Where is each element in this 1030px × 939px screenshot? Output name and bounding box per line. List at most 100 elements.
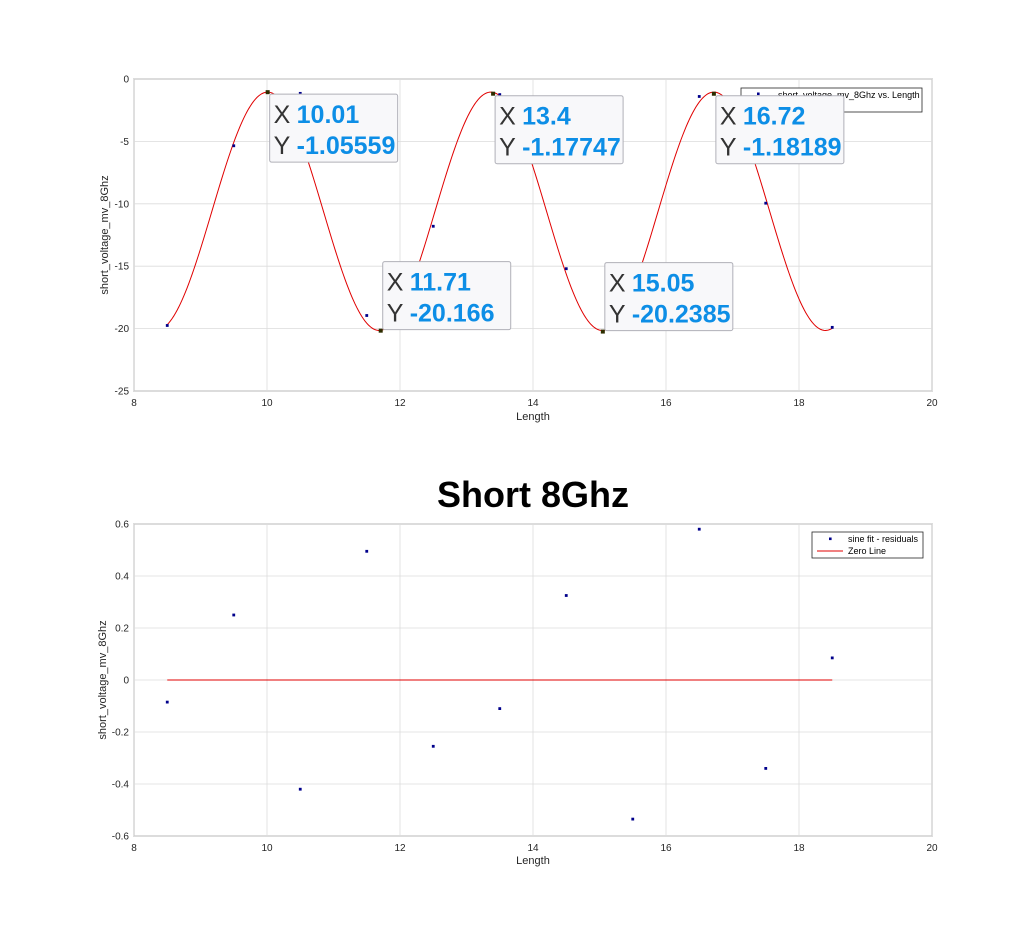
bottom-data-point bbox=[232, 613, 236, 617]
datatip-x-label: X bbox=[274, 101, 291, 129]
bottom-y-axis-label: short_voltage_mv_8Ghz bbox=[97, 620, 109, 739]
top-x-tick-label: 12 bbox=[394, 398, 406, 409]
datatip-y-value: -1.18189 bbox=[743, 134, 842, 162]
top-data-point bbox=[431, 224, 435, 228]
top-data-point bbox=[165, 324, 169, 327]
bottom-x-tick-label: 14 bbox=[527, 843, 539, 854]
bottom-legend-marker bbox=[829, 537, 832, 541]
top-y-tick-label: -20 bbox=[115, 324, 130, 335]
datatip[interactable]: X 13.4Y -1.17747 bbox=[491, 91, 624, 165]
bottom-x-tick-label: 8 bbox=[131, 843, 137, 854]
datatip-anchor bbox=[378, 328, 383, 333]
datatip-y-value: -20.2385 bbox=[632, 301, 731, 329]
bottom-x-tick-label: 12 bbox=[394, 843, 406, 854]
datatip-y-value: -1.17747 bbox=[522, 134, 621, 162]
top-y-tick-label: -5 bbox=[120, 137, 129, 148]
bottom-data-point bbox=[165, 700, 169, 704]
datatip-anchor bbox=[600, 329, 605, 334]
figure-title: Short 8Ghz bbox=[437, 474, 629, 515]
datatip-anchor bbox=[711, 91, 716, 96]
bottom-x-tick-label: 16 bbox=[660, 843, 672, 854]
top-y-tick-label: -10 bbox=[115, 199, 130, 210]
datatip-x-value: 15.05 bbox=[632, 270, 695, 298]
datatip-x-label: X bbox=[499, 103, 516, 131]
datatip[interactable]: X 10.01Y -1.05559 bbox=[265, 90, 399, 163]
bottom-legend-label-zero: Zero Line bbox=[848, 546, 886, 556]
bottom-legend: sine fit - residuals Zero Line bbox=[811, 531, 924, 559]
datatip-x-label: X bbox=[387, 269, 404, 297]
datatip-x-value: 10.01 bbox=[297, 101, 360, 129]
top-tick-labels: 8 10 12 14 16 18 20 0 -5 -10 -15 -20 -25 bbox=[115, 75, 938, 410]
top-y-tick-label: -25 bbox=[115, 387, 130, 398]
datatip-x-value: 13.4 bbox=[522, 103, 571, 131]
datatip-y-value: -1.05559 bbox=[297, 132, 396, 160]
bottom-y-tick-label: 0 bbox=[123, 676, 129, 687]
datatip-box bbox=[715, 95, 845, 165]
datatip[interactable]: X 11.71Y -20.166 bbox=[378, 261, 512, 333]
bottom-data-point bbox=[365, 549, 369, 553]
top-y-axis-label: short_voltage_mv_8Ghz bbox=[99, 175, 111, 294]
bottom-data-point bbox=[498, 707, 502, 710]
datatip-anchor bbox=[491, 91, 496, 96]
top-chart: 8 10 12 14 16 18 20 0 -5 -10 -15 -20 -25 short_volta… bbox=[99, 75, 938, 424]
bottom-data-point bbox=[631, 817, 635, 821]
bottom-legend-label-residuals: sine fit - residuals bbox=[848, 534, 919, 544]
top-data-point bbox=[830, 325, 834, 329]
datatip-anchor bbox=[265, 90, 270, 95]
top-data-point bbox=[764, 201, 768, 205]
top-legend-label: short_voltage_mv_8Ghz vs. Length bbox=[778, 90, 920, 100]
datatip-y-label: Y bbox=[609, 301, 626, 329]
datatip-x-value: 16.72 bbox=[743, 103, 806, 131]
top-data-point bbox=[697, 95, 701, 98]
bottom-data-point bbox=[830, 656, 834, 660]
top-x-tick-label: 16 bbox=[660, 398, 672, 409]
bottom-y-tick-label: -0.4 bbox=[112, 780, 130, 791]
bottom-tick-labels: 8 10 12 14 16 18 20 0.6 0.4 0.2 0 -0.2 -0.4 -0.6 bbox=[112, 520, 938, 855]
top-data-point bbox=[298, 91, 302, 95]
datatip-box bbox=[604, 262, 734, 332]
bottom-y-tick-label: 0.6 bbox=[115, 520, 129, 531]
top-data-point bbox=[498, 93, 502, 96]
bottom-data-point bbox=[564, 594, 568, 597]
top-x-tick-label: 14 bbox=[527, 398, 539, 409]
bottom-y-tick-label: 0.2 bbox=[115, 624, 129, 635]
top-y-tick-label: -15 bbox=[115, 262, 130, 273]
bottom-data-point bbox=[764, 767, 768, 770]
datatip-y-label: Y bbox=[274, 132, 291, 160]
top-data-point bbox=[232, 144, 236, 148]
top-data-point bbox=[564, 267, 568, 271]
bottom-legend-box bbox=[811, 531, 924, 559]
top-y-tick-label: 0 bbox=[123, 75, 129, 86]
datatip-y-value: -20.166 bbox=[410, 300, 495, 328]
datatip-y-label: Y bbox=[720, 134, 737, 162]
top-legend-marker bbox=[757, 92, 760, 96]
bottom-y-tick-label: -0.6 bbox=[112, 832, 130, 843]
bottom-x-axis-label: Length bbox=[516, 855, 550, 867]
datatip-x-value: 11.71 bbox=[410, 269, 471, 297]
datatip-box bbox=[269, 93, 399, 163]
datatip[interactable]: X 16.72Y -1.18189 bbox=[711, 91, 845, 165]
datatip-y-label: Y bbox=[387, 300, 404, 328]
datatip-y-label: Y bbox=[499, 134, 516, 162]
top-x-tick-label: 18 bbox=[793, 398, 805, 409]
top-x-tick-label: 20 bbox=[926, 398, 938, 409]
bottom-data-point bbox=[697, 527, 701, 531]
bottom-data-point bbox=[431, 744, 435, 748]
top-x-axis-label: Length bbox=[516, 411, 550, 423]
datatip-x-label: X bbox=[720, 103, 737, 131]
datatip-box bbox=[494, 95, 624, 165]
datatip-x-label: X bbox=[609, 270, 626, 298]
bottom-x-tick-label: 10 bbox=[261, 843, 273, 854]
top-data-point bbox=[365, 314, 369, 317]
datatip-box bbox=[382, 261, 512, 331]
datatip[interactable]: X 15.05Y -20.2385 bbox=[600, 262, 734, 334]
bottom-y-tick-label: 0.4 bbox=[115, 572, 129, 583]
bottom-data-points bbox=[165, 527, 834, 821]
bottom-x-tick-label: 18 bbox=[793, 843, 805, 854]
bottom-x-tick-label: 20 bbox=[926, 843, 938, 854]
top-x-tick-label: 8 bbox=[131, 398, 137, 409]
bottom-data-point bbox=[298, 787, 302, 791]
bottom-chart: 8 10 12 14 16 18 20 0.6 0.4 0.2 0 -0.2 -0.4 -0.6 sine… bbox=[97, 520, 938, 868]
